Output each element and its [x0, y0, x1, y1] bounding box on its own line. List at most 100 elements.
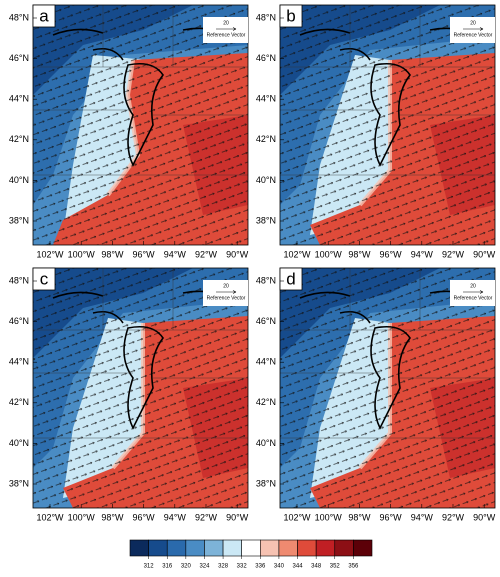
lat-label: 44°N — [9, 94, 29, 104]
lat-label: 46°N — [256, 53, 276, 63]
reference-box — [203, 280, 248, 306]
lon-label: 98°W — [101, 249, 124, 259]
colorbar-label: 320 — [181, 564, 192, 570]
colorbar-box — [334, 539, 354, 557]
colorbar-label: 316 — [162, 564, 173, 570]
colorbar-label: 356 — [348, 564, 359, 570]
lon-label: 96°W — [133, 249, 156, 259]
reference-magnitude: 20 — [223, 20, 229, 26]
colorbar-box — [129, 539, 149, 557]
panel-label-box — [279, 4, 303, 28]
field — [33, 5, 248, 245]
lake-outline — [52, 290, 234, 430]
lon-label: 92°W — [195, 512, 218, 522]
colorbar-label: 348 — [311, 564, 322, 570]
lat-label: 40°N — [9, 438, 29, 448]
reference-arrow — [216, 27, 237, 31]
panel-frame — [32, 267, 249, 509]
lon-label: 100°W — [315, 249, 343, 259]
reference-magnitude: 20 — [470, 283, 476, 289]
lat-label: 46°N — [9, 316, 29, 326]
colorbar-label: 344 — [293, 564, 304, 570]
panel-label: b — [286, 6, 295, 25]
colorbar-label: 332 — [237, 564, 248, 570]
panel-label: d — [286, 269, 295, 288]
field — [280, 268, 495, 508]
map-panel: c 20 Reference Vector 48°N 46°N 44°N 42°N 40°N 3… — [9, 267, 249, 522]
map-panel: d 20 Reference Vector 48°N 46°N 44°N 42°N 40°N 3… — [256, 267, 496, 522]
reference-arrow — [216, 290, 237, 294]
panel-frame — [279, 267, 496, 509]
colorbar-box — [166, 539, 187, 557]
state-borders — [280, 268, 495, 439]
lon-label: 94°W — [164, 512, 187, 522]
wind-vectors — [33, 5, 248, 245]
colorbar-label: 340 — [274, 564, 285, 570]
lon-label: 96°W — [380, 249, 403, 259]
lat-label: 44°N — [256, 94, 276, 104]
colorbar: 312 316 320 324 328 332 336 340 344 348 352 356 — [129, 539, 373, 570]
lat-label: 46°N — [9, 53, 29, 63]
lat-label: 38°N — [9, 478, 29, 488]
state-borders — [33, 268, 248, 439]
lon-label: 102°W — [36, 249, 64, 259]
lat-label: 48°N — [9, 12, 29, 22]
lat-label: 42°N — [256, 134, 276, 144]
colorbar-box — [241, 539, 261, 557]
panel-label: a — [39, 6, 49, 25]
colorbar-label: 324 — [199, 564, 210, 570]
reference-arrow — [463, 290, 484, 294]
lat-label: 48°N — [256, 275, 276, 285]
lake-outline — [299, 290, 481, 430]
lon-label: 102°W — [283, 249, 311, 259]
colorbar-box — [297, 539, 317, 557]
state-borders — [280, 5, 495, 176]
panel-frame — [32, 4, 249, 246]
panel-label-box — [32, 4, 56, 28]
lon-label: 90°W — [473, 249, 496, 259]
lat-label: 48°N — [256, 12, 276, 22]
lon-label: 94°W — [411, 512, 434, 522]
wind-vectors — [33, 268, 248, 508]
colorbar-label: 352 — [330, 564, 341, 570]
reference-label: Reference Vector — [207, 32, 246, 38]
lat-label: 42°N — [9, 397, 29, 407]
reference-label: Reference Vector — [454, 295, 493, 301]
lon-label: 90°W — [226, 249, 249, 259]
colorbar-box — [204, 539, 224, 557]
lon-label: 100°W — [68, 249, 96, 259]
reference-arrow — [463, 27, 484, 31]
lat-label: 44°N — [256, 357, 276, 367]
lon-label: 90°W — [473, 512, 496, 522]
colorbar-label: 336 — [255, 564, 266, 570]
lon-label: 98°W — [101, 512, 124, 522]
colorbar-box — [353, 539, 373, 557]
lon-label: 92°W — [195, 249, 218, 259]
reference-magnitude: 20 — [470, 20, 476, 26]
colorbar-box — [278, 539, 298, 557]
lat-label: 42°N — [9, 134, 29, 144]
panel-label: c — [40, 269, 49, 288]
map-panel: b 20 Reference Vector 48°N 46°N 44°N 42°N 40°N 3… — [256, 4, 496, 259]
lat-label: 48°N — [9, 275, 29, 285]
lat-label: 44°N — [9, 357, 29, 367]
lat-label: 40°N — [9, 175, 29, 185]
colorbar-box — [260, 539, 280, 557]
lon-label: 94°W — [411, 249, 434, 259]
lon-label: 100°W — [315, 512, 343, 522]
lat-label: 38°N — [9, 215, 29, 225]
lat-label: 38°N — [256, 215, 276, 225]
colorbar-label: 328 — [218, 564, 229, 570]
lon-label: 96°W — [380, 512, 403, 522]
lon-label: 98°W — [348, 512, 371, 522]
colorbar-box — [185, 539, 205, 557]
lon-label: 92°W — [442, 249, 465, 259]
lon-label: 102°W — [36, 512, 64, 522]
field — [33, 268, 248, 508]
panel-label-box — [32, 267, 56, 291]
lon-label: 100°W — [68, 512, 96, 522]
lon-label: 90°W — [226, 512, 249, 522]
map-panel: a 20 Reference Vector 48°N 46°N 44°N 42°N 40°N 3… — [9, 4, 249, 259]
lat-label: 46°N — [256, 316, 276, 326]
